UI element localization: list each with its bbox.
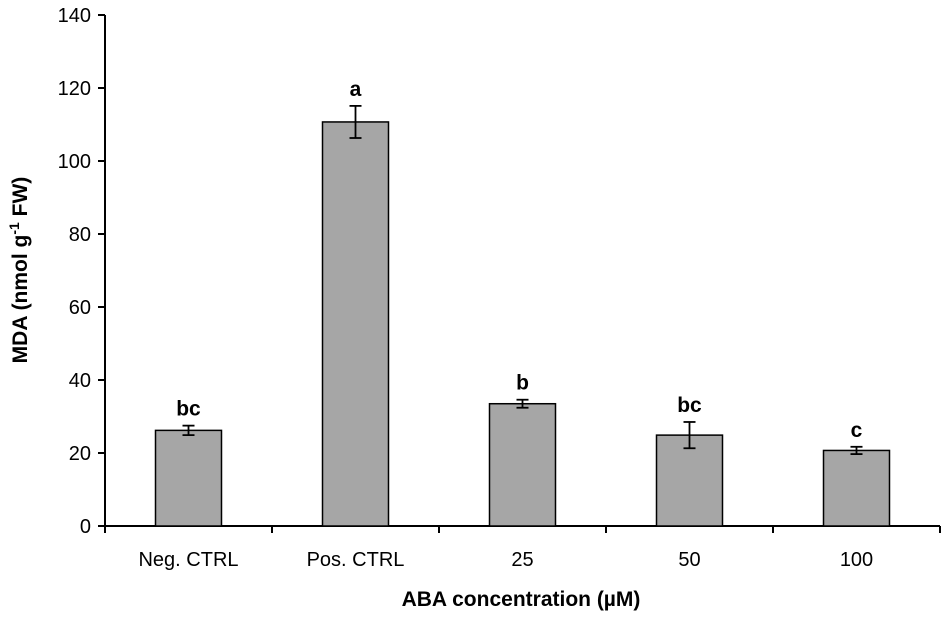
y-tick-label: 20 <box>69 443 91 465</box>
y-ticks: 0 20 40 60 80 100 120 140 <box>58 5 105 538</box>
bar <box>822 449 891 527</box>
x-tick-label: Pos. CTRL <box>307 549 405 571</box>
significance-label: a <box>350 78 362 101</box>
y-axis-title-prefix: MDA (nmol g <box>9 235 32 364</box>
significance-label: b <box>516 372 529 395</box>
significance-label: bc <box>677 394 702 417</box>
x-ticks: Neg. CTRL Pos. CTRL 25 50 100 <box>104 526 941 571</box>
x-tick-label: 50 <box>678 549 700 571</box>
bar <box>321 121 390 527</box>
significance-label: bc <box>176 398 201 421</box>
x-axis: Neg. CTRL Pos. CTRL 25 50 100 <box>104 525 941 571</box>
significance-label: c <box>851 419 863 442</box>
bars <box>154 121 891 527</box>
y-axis: 0 20 40 60 80 100 120 140 <box>58 5 106 538</box>
y-tick-label: 40 <box>69 370 91 392</box>
y-axis-title-suffix: FW) <box>9 177 32 222</box>
y-tick-label: 0 <box>80 516 91 538</box>
x-tick-label: 100 <box>840 549 873 571</box>
error-bars <box>182 104 863 455</box>
x-axis-title: ABA concentration (µM) <box>402 588 641 611</box>
bar <box>154 429 223 527</box>
y-tick-label: 120 <box>58 78 91 100</box>
y-axis-title-superscript: -1 <box>6 222 22 235</box>
x-tick-label: 25 <box>511 549 533 571</box>
y-axis-title: MDA (nmol g-1 FW) <box>6 177 32 364</box>
y-tick-label: 140 <box>58 5 91 27</box>
y-tick-label: 60 <box>69 297 91 319</box>
significance-labels: bc a b bc c <box>176 78 862 442</box>
bar <box>488 402 557 527</box>
y-tick-label: 100 <box>58 151 91 173</box>
x-tick-label: Neg. CTRL <box>138 549 238 571</box>
bar <box>655 434 724 527</box>
y-tick-label: 80 <box>69 224 91 246</box>
